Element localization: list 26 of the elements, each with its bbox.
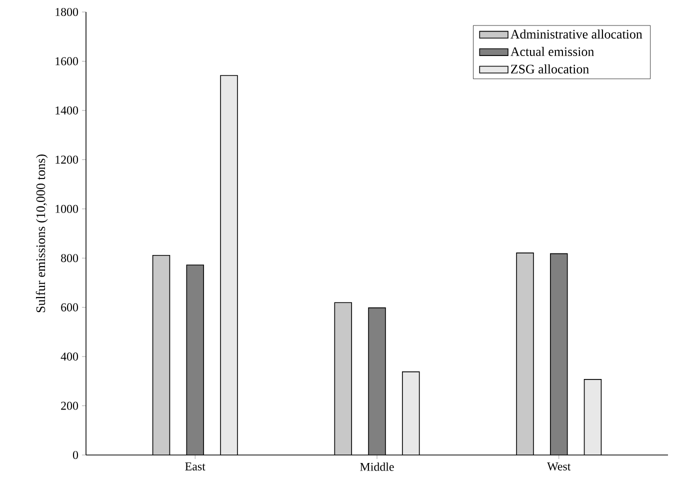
y-tick-label: 1000 xyxy=(56,204,78,213)
bar xyxy=(516,252,534,455)
x-tick-label: Middle xyxy=(360,462,394,471)
legend-label: Administrative allocation xyxy=(510,29,642,39)
y-tick-label: 600 xyxy=(61,303,78,312)
y-tick-label: 200 xyxy=(61,402,78,410)
legend-label: Actual emission xyxy=(510,46,594,56)
bar xyxy=(402,372,420,455)
y-tick-label: 1800 xyxy=(56,8,78,16)
y-axis-title: Sulfur emissions (10,000 tons) xyxy=(36,154,48,312)
bar xyxy=(368,308,386,455)
y-tick-label: 1400 xyxy=(56,106,78,114)
x-tick-label: West xyxy=(547,462,571,471)
y-tick-label: 800 xyxy=(61,254,78,262)
y-tick-label: 0 xyxy=(72,450,78,460)
x-tick-label: East xyxy=(185,462,206,470)
y-tick-label: 400 xyxy=(60,352,78,361)
legend-label: ZSG allocation xyxy=(511,64,589,74)
bar xyxy=(334,302,352,455)
y-tick-label: 1600 xyxy=(56,57,78,66)
bar xyxy=(584,379,602,455)
bar xyxy=(152,255,170,455)
bar xyxy=(220,75,238,455)
bar xyxy=(550,253,568,455)
bar xyxy=(186,265,204,455)
y-tick-label: 1200 xyxy=(56,156,78,164)
